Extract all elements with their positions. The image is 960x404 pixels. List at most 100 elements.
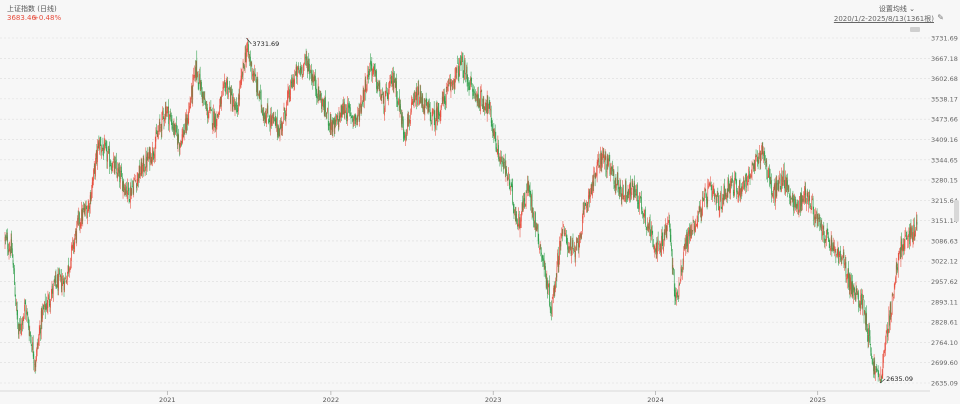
candle-body — [231, 91, 232, 95]
candle-body — [100, 144, 102, 150]
candle-body — [488, 101, 490, 105]
candle-body — [161, 112, 163, 131]
max-pointer — [246, 37, 252, 45]
candle-body — [874, 360, 876, 375]
candle-body — [585, 205, 587, 206]
candle-body — [51, 285, 53, 294]
candle-body — [622, 187, 623, 196]
candle-body — [334, 119, 336, 129]
candle-body — [844, 263, 845, 266]
max-label: 3731.69 — [252, 40, 279, 48]
candle-body — [265, 115, 267, 123]
candle-body — [345, 110, 346, 113]
candle-body — [892, 294, 894, 296]
candle-body — [49, 303, 51, 305]
candle-body — [301, 66, 303, 76]
candle-body — [219, 98, 221, 103]
candle-body — [139, 163, 141, 177]
candle-body — [403, 119, 404, 135]
candle-body — [834, 248, 836, 250]
candle-body — [224, 82, 226, 84]
candle-body — [271, 117, 273, 124]
candle-body — [54, 278, 55, 283]
candle-body — [303, 63, 304, 75]
candle-body — [293, 79, 295, 85]
candle-body — [401, 115, 403, 124]
candle-body — [517, 219, 518, 227]
candle-body — [127, 183, 129, 195]
candle-body — [73, 242, 74, 249]
candle-body — [592, 180, 593, 196]
candle-body — [795, 204, 797, 207]
candle-body — [376, 70, 377, 89]
candle-body — [273, 116, 275, 119]
y-tick-label: 3344.65 — [931, 156, 958, 164]
candle-body — [179, 144, 180, 150]
candle-body — [884, 349, 886, 351]
ma-settings-button[interactable]: 设置均线 ⌄ — [878, 5, 915, 13]
candle-body — [276, 117, 278, 133]
scrollbar-handle[interactable] — [954, 200, 959, 222]
candle-body — [784, 187, 786, 191]
candle-body — [258, 94, 259, 96]
candle-body — [409, 120, 411, 122]
candle-body — [728, 184, 730, 190]
candle-body — [498, 145, 499, 160]
candle-body — [749, 176, 751, 178]
candle-body — [72, 239, 74, 244]
candle-body — [225, 83, 227, 94]
candle-body — [189, 103, 191, 105]
candle-body — [217, 114, 218, 117]
candle-body — [183, 131, 185, 139]
y-tick-label: 2635.09 — [931, 380, 958, 388]
candle-body — [875, 371, 876, 374]
candle-body — [571, 251, 572, 256]
x-tick-label: 2025 — [809, 396, 826, 404]
candle-body — [77, 218, 78, 225]
candle-body — [124, 186, 125, 190]
candle-body — [348, 105, 349, 107]
candle-body — [671, 252, 673, 270]
candle-body — [706, 194, 707, 201]
pencil-icon[interactable]: ✎ — [937, 13, 944, 22]
candle-body — [559, 240, 560, 261]
candle-body — [323, 99, 324, 108]
candle-body — [837, 249, 839, 255]
candle-body — [783, 169, 785, 185]
candle-body — [286, 101, 287, 111]
candle-body — [494, 129, 496, 141]
candle-body — [862, 294, 863, 309]
candle-body — [153, 153, 155, 156]
candle-body — [904, 237, 906, 249]
candle-body — [146, 154, 148, 167]
candle-body — [177, 132, 178, 145]
candle-body — [690, 229, 692, 237]
candle-body — [122, 176, 123, 191]
collapse-toggle[interactable] — [910, 27, 920, 32]
candle-body — [761, 142, 763, 154]
candle-body — [689, 227, 690, 240]
candle-body — [616, 184, 617, 186]
candle-body — [474, 91, 475, 94]
candle-body — [343, 102, 344, 115]
candle-body — [302, 74, 304, 76]
candle-body — [596, 173, 597, 177]
candle-body — [213, 111, 214, 126]
candle-body — [782, 183, 784, 185]
candle-body — [73, 242, 75, 249]
candle-body — [291, 80, 293, 89]
candle-body — [53, 281, 55, 282]
candle-body — [229, 88, 230, 90]
candle-body — [243, 63, 245, 66]
candle-body — [438, 110, 440, 115]
candle-body — [309, 73, 311, 75]
candle-body — [476, 94, 478, 103]
candle-body — [449, 79, 451, 90]
candle-body — [255, 76, 257, 81]
date-range-link[interactable]: 2020/1/2-2025/8/13(1361根) — [833, 15, 934, 23]
candle-body — [463, 75, 464, 78]
candle-body — [152, 149, 154, 156]
candle-body — [132, 187, 134, 194]
candle-body — [313, 76, 314, 83]
candle-body — [228, 90, 229, 97]
